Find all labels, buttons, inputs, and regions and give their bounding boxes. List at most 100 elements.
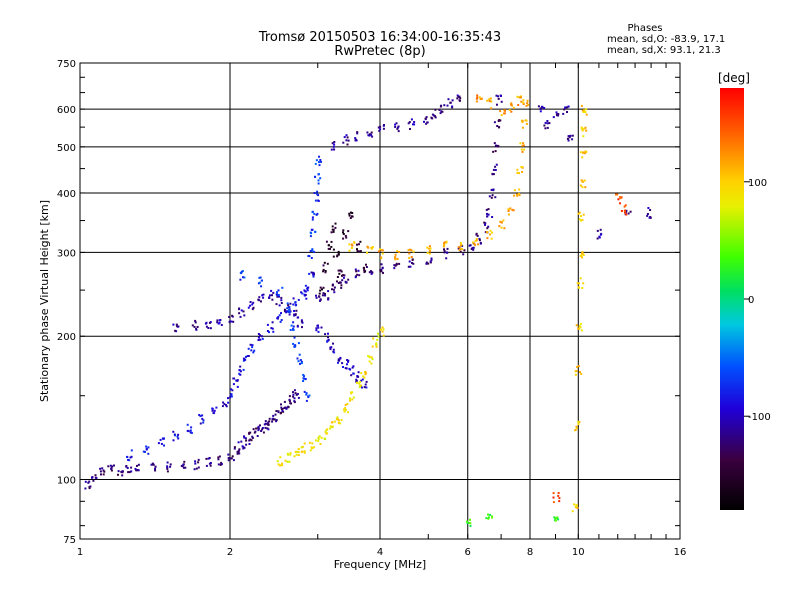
x-tick-label: 10 bbox=[572, 547, 585, 558]
data-point bbox=[566, 111, 568, 113]
colorbar-label: [deg] bbox=[718, 71, 750, 85]
data-point bbox=[251, 303, 254, 306]
data-point bbox=[361, 378, 364, 381]
data-point bbox=[459, 244, 462, 247]
data-point bbox=[368, 134, 371, 137]
data-point bbox=[329, 427, 332, 430]
data-point bbox=[292, 395, 295, 398]
data-point bbox=[248, 443, 251, 445]
data-point bbox=[574, 429, 577, 431]
data-point bbox=[394, 253, 397, 256]
data-point bbox=[474, 239, 477, 242]
data-point bbox=[101, 467, 104, 470]
data-point bbox=[354, 276, 357, 279]
data-point bbox=[582, 135, 585, 138]
colorbar-gradient bbox=[720, 88, 744, 510]
data-point bbox=[205, 457, 208, 460]
data-point bbox=[257, 336, 260, 339]
data-point bbox=[137, 463, 140, 466]
data-point bbox=[342, 276, 345, 279]
data-point bbox=[254, 430, 257, 433]
data-point bbox=[301, 292, 304, 295]
data-point bbox=[303, 451, 306, 454]
data-point bbox=[220, 324, 223, 326]
data-point bbox=[342, 141, 345, 144]
data-point bbox=[585, 108, 588, 111]
data-point bbox=[278, 295, 280, 298]
data-point bbox=[446, 247, 449, 250]
data-point bbox=[579, 322, 582, 325]
data-point bbox=[458, 95, 461, 98]
data-point bbox=[154, 465, 157, 468]
data-point bbox=[258, 296, 261, 299]
data-point bbox=[142, 450, 145, 453]
data-point bbox=[233, 447, 236, 450]
data-point bbox=[394, 123, 397, 126]
data-point bbox=[491, 194, 494, 197]
data-point bbox=[347, 359, 350, 362]
data-point bbox=[503, 227, 506, 230]
data-point bbox=[220, 461, 223, 464]
data-point bbox=[486, 237, 489, 240]
data-point bbox=[458, 249, 461, 251]
data-point bbox=[627, 212, 630, 215]
data-point bbox=[314, 175, 316, 178]
data-point bbox=[318, 295, 321, 298]
data-point bbox=[283, 400, 286, 403]
data-point bbox=[154, 467, 156, 470]
data-point bbox=[575, 427, 578, 430]
data-point bbox=[304, 290, 307, 293]
data-point bbox=[582, 151, 585, 154]
data-point bbox=[241, 270, 244, 273]
data-point bbox=[313, 192, 316, 194]
data-point bbox=[393, 264, 396, 267]
data-point bbox=[407, 265, 410, 268]
data-point bbox=[201, 414, 204, 417]
data-point bbox=[227, 457, 230, 459]
data-point bbox=[346, 363, 348, 366]
data-point bbox=[280, 406, 283, 409]
data-point bbox=[497, 97, 500, 100]
data-point bbox=[228, 321, 231, 324]
data-point bbox=[407, 122, 410, 125]
data-point bbox=[209, 464, 212, 467]
data-point bbox=[288, 395, 291, 398]
data-point bbox=[647, 207, 650, 209]
data-point bbox=[348, 214, 351, 217]
data-point bbox=[296, 393, 299, 395]
data-point bbox=[620, 196, 623, 199]
x-tick-label: 4 bbox=[377, 547, 383, 558]
data-point bbox=[295, 309, 298, 312]
data-point bbox=[580, 179, 583, 182]
data-point bbox=[321, 294, 324, 297]
data-point bbox=[371, 345, 374, 348]
data-point bbox=[376, 338, 379, 341]
data-point bbox=[475, 233, 478, 236]
data-point bbox=[324, 333, 327, 336]
data-point bbox=[319, 298, 322, 301]
data-point bbox=[537, 105, 540, 108]
data-point bbox=[194, 319, 197, 322]
data-point bbox=[276, 317, 279, 320]
data-point bbox=[508, 109, 511, 112]
data-point bbox=[558, 500, 561, 503]
data-point bbox=[329, 247, 331, 250]
data-point bbox=[284, 310, 286, 313]
data-point bbox=[490, 196, 493, 199]
data-point bbox=[242, 357, 245, 360]
data-point bbox=[242, 368, 245, 371]
data-point bbox=[348, 249, 351, 252]
data-point bbox=[580, 104, 583, 107]
chart-title: Tromsø 20150503 16:34:00-16:35:43 bbox=[258, 30, 501, 45]
y-axis-ticks: 75 100 200 300 400 500 600 750 bbox=[57, 59, 680, 546]
data-point bbox=[319, 286, 322, 289]
data-point bbox=[356, 243, 358, 246]
data-point bbox=[616, 193, 619, 196]
data-point bbox=[239, 373, 242, 376]
data-point bbox=[599, 228, 602, 231]
data-point bbox=[92, 479, 95, 482]
data-point bbox=[557, 113, 560, 115]
data-point bbox=[355, 378, 358, 381]
data-point bbox=[571, 138, 574, 141]
data-point bbox=[343, 410, 346, 413]
